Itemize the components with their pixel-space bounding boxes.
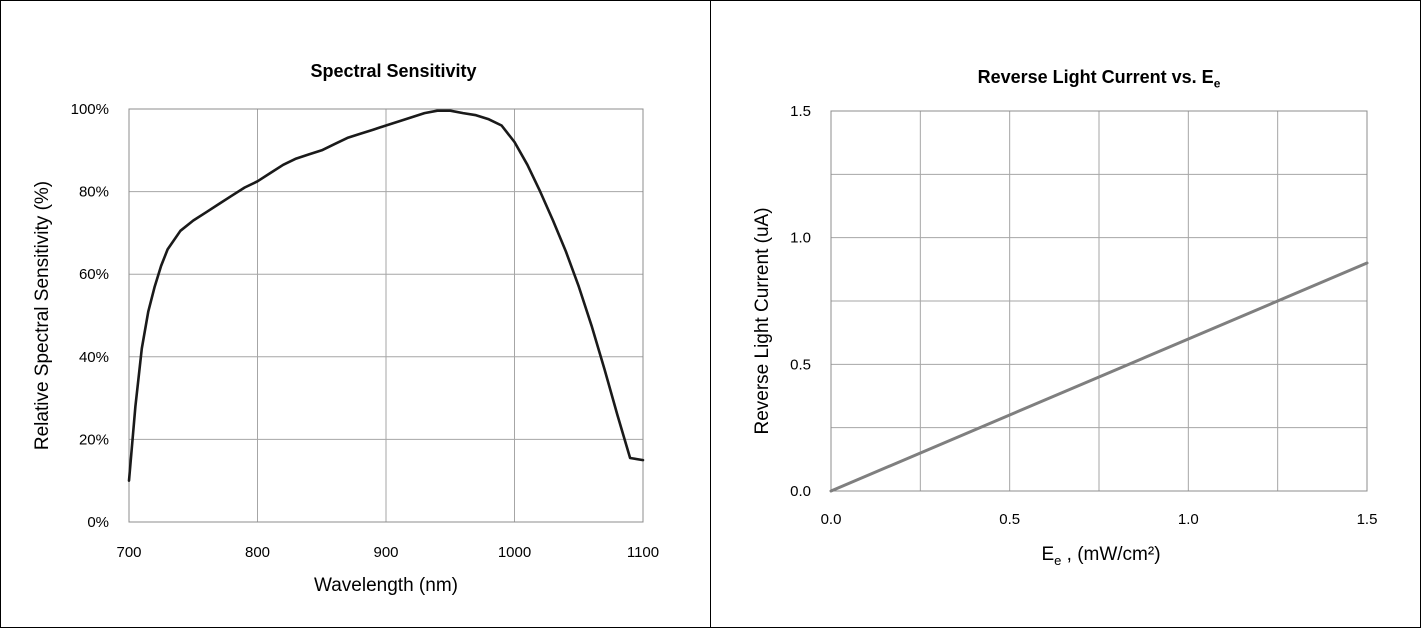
y-tick-label: 1.0 — [790, 230, 811, 247]
x-tick-label: 1100 — [627, 544, 659, 561]
x-axis-title-units: , (mW/cm²) — [1061, 544, 1160, 565]
x-axis-title: Ee , (mW/cm²) — [1041, 544, 1160, 568]
x-tick-label: 700 — [116, 544, 141, 561]
spectral-sensitivity-chart: 700 800 900 1000 1100 0% 20% 40% 60% 80% 100% Wavel… — [32, 101, 659, 596]
y-tick-label: 20% — [79, 431, 109, 448]
y-axis-title: Relative Spectral Sensitivity (%) — [32, 181, 53, 450]
spectral-sensitivity-panel: Spectral Sensitivity 700 800 900 1000 1100 0%… — [0, 0, 711, 628]
chart-title-subscript: e — [1213, 76, 1221, 91]
y-tick-label: 100% — [71, 101, 109, 118]
chart-title-main: Reverse Light Current vs. E — [977, 67, 1214, 87]
y-tick-label: 1.5 — [790, 103, 811, 120]
x-tick-label: 0.5 — [999, 511, 1020, 528]
x-tick-label: 0.0 — [821, 511, 842, 528]
x-tick-label: 1.5 — [1357, 511, 1378, 528]
y-tick-label: 0.5 — [790, 356, 811, 373]
y-tick-label: 0.0 — [790, 483, 811, 500]
y-tick-label: 40% — [79, 349, 109, 366]
x-axis-title: Wavelength (nm) — [314, 575, 458, 596]
series-line — [127, 109, 645, 483]
y-axis-title: Reverse Light Current (uA) — [752, 207, 773, 434]
series-line — [829, 261, 1369, 493]
reverse-light-current-chart: 0.0 0.5 1.0 1.5 0.0 0.5 1.0 1.5 Ee , (mW/cm²) Rev… — [752, 103, 1378, 568]
x-tick-label: 1000 — [498, 544, 531, 561]
plot-area — [128, 108, 644, 523]
chart-title: Spectral Sensitivity — [310, 61, 477, 81]
x-tick-label: 800 — [245, 544, 270, 561]
x-tick-label: 1.0 — [1178, 511, 1199, 528]
plot-area — [830, 110, 1368, 492]
x-axis-title-main: E — [1041, 544, 1054, 565]
y-tick-label: 0% — [87, 514, 109, 531]
reverse-light-current-panel: Reverse Light Current vs. Ee 0.0 0.5 1.0 1.… — [710, 0, 1421, 628]
y-tick-label: 60% — [79, 266, 109, 283]
y-tick-label: 80% — [79, 184, 109, 201]
chart-title: Reverse Light Current vs. Ee — [711, 67, 1421, 91]
x-tick-label: 900 — [373, 544, 398, 561]
x-axis-title-subscript: e — [1054, 553, 1061, 568]
